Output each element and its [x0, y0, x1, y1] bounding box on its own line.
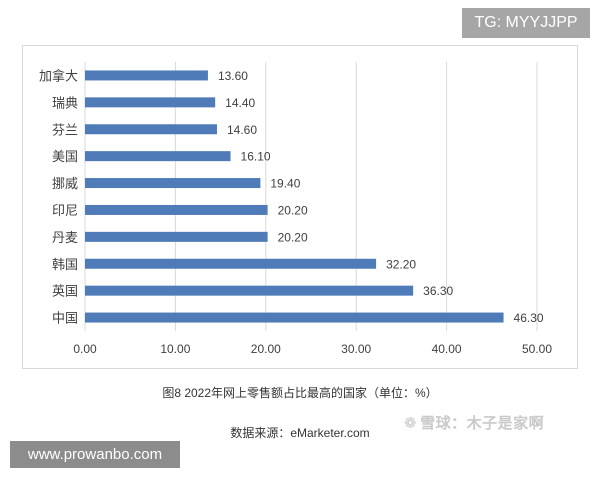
category-label: 加拿大	[39, 68, 78, 84]
xueqiu-watermark: ❁ 雪球：木子是家啊	[404, 412, 544, 433]
bar	[85, 124, 217, 135]
value-label: 36.30	[423, 284, 453, 298]
chart-caption: 图8 2022年网上零售额占比最高的国家（单位：%）	[162, 386, 438, 400]
value-label: 14.60	[227, 123, 257, 137]
bar	[85, 151, 231, 162]
xueqiu-logo-icon: ❁	[404, 415, 418, 432]
value-label: 13.60	[218, 69, 248, 83]
value-label: 46.30	[514, 311, 544, 325]
value-label: 14.40	[225, 96, 255, 110]
category-label: 美国	[52, 150, 78, 165]
value-labels: 13.60 14.40 14.60 16.10 19.40 20.20 20.20 32.20…	[218, 69, 544, 325]
bar	[85, 178, 261, 189]
value-label: 20.20	[278, 203, 308, 217]
x-tick-label: 30.00	[341, 342, 371, 356]
value-label: 20.20	[278, 230, 308, 244]
data-source: 数据来源：eMarketer.com	[230, 426, 370, 440]
category-label: 挪威	[52, 177, 78, 192]
category-label: 中国	[52, 312, 78, 327]
bar	[85, 312, 504, 323]
category-label: 芬兰	[52, 123, 78, 138]
bars	[85, 70, 504, 323]
x-tick-labels: 0.00 10.00 20.00 30.00 40.00 50.00	[73, 342, 552, 356]
value-label: 19.40	[270, 177, 300, 191]
website-badge: www.prowanbo.com	[10, 441, 180, 468]
bar	[85, 258, 377, 269]
telegram-badge: TG: MYYJJPP	[462, 8, 590, 38]
category-label: 丹麦	[52, 231, 78, 246]
bar	[85, 231, 268, 242]
x-tick-label: 20.00	[251, 342, 281, 356]
category-label: 英国	[52, 285, 78, 300]
bar	[85, 70, 208, 81]
value-label: 16.10	[241, 150, 271, 164]
x-tick-label: 0.00	[73, 342, 97, 356]
bar	[85, 285, 414, 296]
category-label: 印尼	[52, 204, 78, 219]
category-label: 韩国	[52, 258, 78, 273]
x-tick-label: 50.00	[522, 342, 552, 356]
watermark-text: 雪球：木子是家啊	[420, 415, 545, 432]
value-label: 32.20	[386, 257, 416, 271]
x-tick-label: 10.00	[160, 342, 190, 356]
category-label: 瑞典	[52, 96, 78, 111]
x-tick-label: 40.00	[432, 342, 462, 356]
bar	[85, 97, 216, 108]
bar	[85, 204, 268, 215]
